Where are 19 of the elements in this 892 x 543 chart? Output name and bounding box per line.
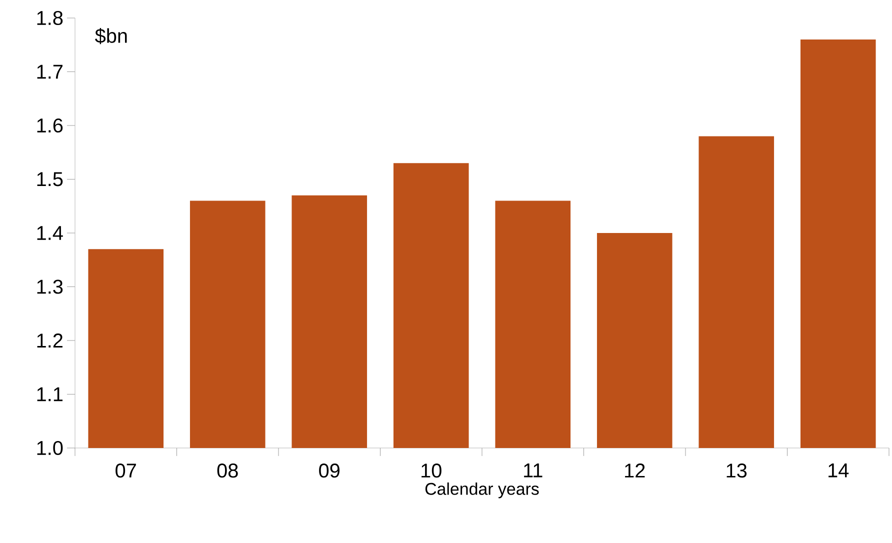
x-tick-label: 11 [524, 464, 542, 478]
x-axis-title: Calendar years [425, 482, 539, 498]
y-tick-label: 1.3 [37, 280, 63, 294]
x-tick-label: 08 [217, 464, 238, 478]
y-tick-label: 1.6 [37, 118, 63, 133]
y-tick-label: 1.0 [37, 440, 63, 456]
x-tick-label: 07 [116, 464, 136, 478]
y-tick-label: 1.8 [37, 10, 63, 26]
x-tick-label: 12 [625, 464, 645, 478]
y-axis-title: $bn [95, 28, 127, 44]
y-tick-label: 1.2 [37, 334, 62, 348]
y-tick-label: 1.7 [37, 64, 62, 79]
y-tick-label: 1.1 [37, 387, 63, 402]
y-tick-label: 1.5 [37, 172, 63, 186]
x-tick-label: 13 [726, 464, 747, 478]
x-tick-label: 10 [422, 464, 442, 478]
x-tick-label: 09 [319, 464, 340, 478]
y-tick-label: 1.4 [37, 226, 63, 240]
x-tick-label: 14 [828, 464, 849, 478]
